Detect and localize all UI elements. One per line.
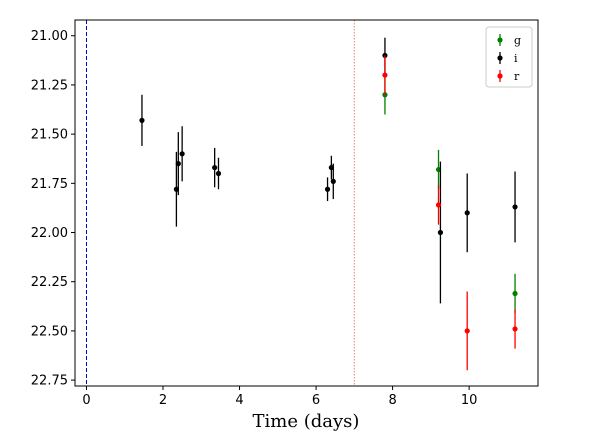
- legend: gir: [485, 26, 533, 88]
- data-point-r: [435, 185, 442, 225]
- y-tick-label: 22.75: [31, 374, 68, 389]
- marker: [215, 170, 222, 177]
- marker: [139, 117, 145, 123]
- marker: [179, 151, 185, 157]
- marker: [212, 164, 218, 171]
- data-point-i: [437, 161, 444, 304]
- reference-lines: [85, 20, 355, 386]
- data-point-i: [179, 126, 185, 182]
- marker: [382, 72, 388, 78]
- marker: [512, 204, 518, 210]
- x-axis: 0 2 4 6 8 10: [82, 386, 477, 408]
- data-point-r: [512, 309, 518, 349]
- data-point-i: [330, 163, 336, 200]
- y-tick-label: 21.25: [31, 78, 68, 93]
- x-axis-label: Time (days): [253, 411, 360, 432]
- legend-item-i: i: [497, 52, 518, 65]
- legend-item-r: r: [497, 70, 520, 83]
- marker: [435, 202, 442, 208]
- marker: [464, 328, 470, 334]
- x-tick-label: 10: [461, 393, 478, 408]
- legend-label: r: [514, 70, 520, 83]
- x-tick-label: 2: [159, 393, 167, 408]
- data-point-i: [512, 171, 518, 243]
- data-point-i: [212, 147, 218, 188]
- y-tick-label: 21.00: [31, 29, 68, 44]
- y-tick-label: 21.50: [31, 128, 68, 143]
- y-tick-label: 22.00: [31, 226, 68, 241]
- legend-marker: [497, 55, 503, 61]
- x-tick-label: 8: [388, 393, 396, 408]
- data-point-i: [324, 177, 331, 202]
- data-point-g: [512, 273, 518, 314]
- marker: [175, 161, 181, 167]
- legend-marker: [497, 73, 503, 79]
- marker: [324, 186, 331, 192]
- marker: [512, 326, 518, 332]
- marker: [330, 178, 336, 184]
- data-point-r: [464, 291, 470, 371]
- y-tick-label: 22.50: [31, 324, 68, 339]
- legend-marker: [497, 37, 503, 43]
- marker: [437, 229, 444, 236]
- marker: [464, 210, 470, 216]
- legend-label: g: [514, 34, 521, 47]
- x-tick-label: 6: [312, 393, 320, 408]
- data-point-i: [175, 132, 181, 196]
- y-tick-label: 21.75: [31, 177, 68, 192]
- legend-label: i: [514, 52, 518, 65]
- data-point-i: [215, 157, 222, 190]
- legend-item-g: g: [497, 34, 521, 47]
- y-axis: 21.00 21.25 21.50 21.75 22.00 22.25 22.50 22.75: [31, 29, 75, 389]
- y-tick-label: 22.25: [31, 275, 68, 290]
- data-point-r: [382, 55, 388, 95]
- data-point-i: [139, 94, 145, 146]
- data-points: [139, 37, 518, 371]
- x-tick-label: 4: [235, 393, 243, 408]
- plot-frame: [74, 19, 539, 387]
- marker: [512, 290, 518, 297]
- x-tick-label: 0: [82, 393, 90, 408]
- data-point-i: [464, 173, 470, 253]
- legend-box: [485, 26, 533, 88]
